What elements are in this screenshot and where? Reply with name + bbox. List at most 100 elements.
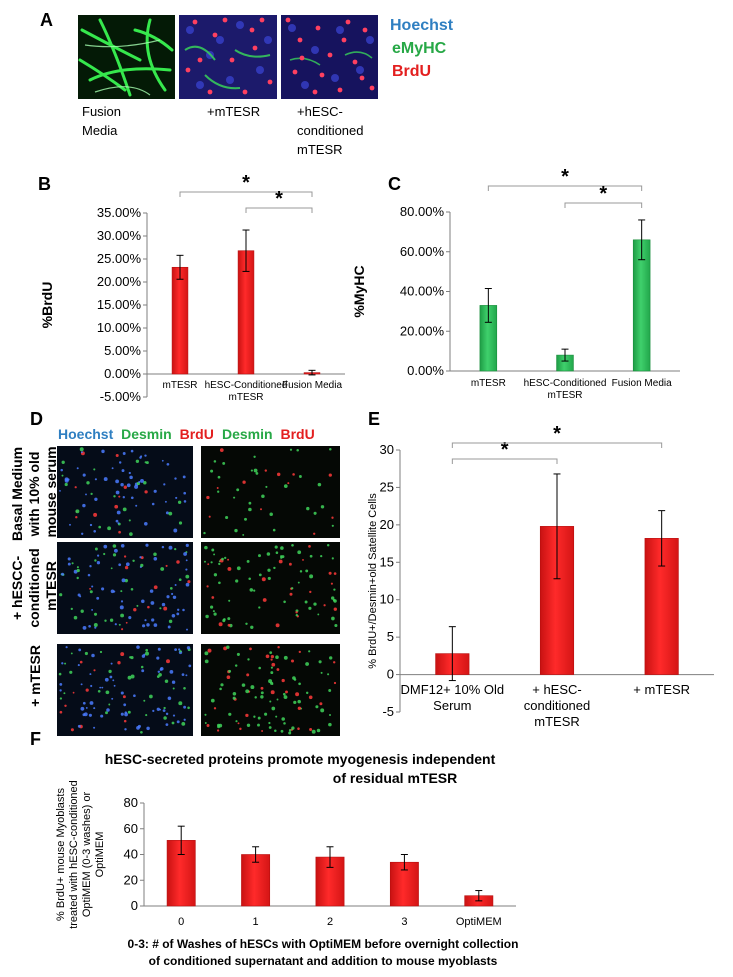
y-tick-label: 20.00% [97, 274, 142, 289]
chart-c: 0.00% 20.00% 40.00% 60.00% 80.00% mTESR hESC-C… [351, 166, 680, 401]
significance-bracket: * [451, 439, 558, 464]
chart-b: -5.00% 0.00% 5.00% 10.00% 15.00% 20.00% 25.00%… [39, 172, 345, 404]
y-tick-label: 20 [380, 517, 394, 532]
category-label: + hESC-conditioned mTESR [524, 682, 591, 729]
chart-f-title: hESC-secreted proteins promote myogenesi… [105, 751, 496, 786]
y-tick-label: 80 [124, 795, 138, 810]
error-bar [553, 473, 561, 580]
row-label-hescc: + hESCC- conditioned mTESR [9, 544, 59, 627]
error-bar [308, 369, 316, 376]
significance-bracket: * [245, 188, 313, 213]
category-label: hESC-Conditioned mTESR [205, 380, 288, 403]
y-tick-label: 10.00% [97, 320, 142, 335]
panel-b-label: B [38, 174, 51, 194]
caption-mtesr: +mTESR [207, 104, 260, 119]
header-hoechst: Hoechst [58, 426, 114, 442]
y-tick-label: 5 [387, 629, 394, 644]
micrograph-d-4 [57, 644, 193, 736]
error-bar [242, 229, 250, 272]
header-brdu: BrdU [180, 426, 214, 442]
y-tick-label: 60 [124, 821, 138, 836]
y-tick-label: 40.00% [400, 284, 445, 299]
y-tick-label: 30 [380, 442, 394, 457]
significance-bracket: * [487, 166, 643, 191]
y-tick-label: 15.00% [97, 297, 142, 312]
significance-bracket: * [179, 172, 313, 197]
y-tick-label: 10 [380, 592, 394, 607]
category-label: Fusion Media [612, 378, 672, 389]
caption-hesc-line1: +hESC- [297, 104, 343, 119]
panel-f-label: F [30, 729, 41, 749]
micrograph-hesc-conditioned [281, 15, 378, 99]
row-label-mtesr: + mTESR [27, 645, 43, 707]
y-tick-label: 30.00% [97, 228, 142, 243]
y-tick-label: 15 [380, 554, 394, 569]
row-label-basal: Basal Medium with 10% old mouse serum [9, 443, 59, 541]
y-tick-label: -5 [382, 704, 394, 719]
micrograph-d-5 [201, 644, 340, 736]
panel-a: A [40, 10, 454, 157]
error-bar [176, 254, 184, 280]
bar [166, 840, 196, 907]
significance-bracket: * [564, 183, 643, 208]
header-brdu-right: BrdU [280, 426, 314, 442]
chart-f: hESC-secreted proteins promote myogenesi… [55, 751, 518, 968]
header-desmin-right: Desmin [222, 426, 273, 442]
y-tick-label: 5.00% [104, 343, 141, 358]
error-bar [475, 890, 483, 902]
y-tick-label: 0.00% [104, 366, 141, 381]
micrograph-mtesr [179, 15, 277, 99]
category-label: 3 [401, 916, 407, 928]
y-axis-label: %BrdU [39, 282, 55, 329]
error-bar [400, 854, 408, 871]
micrograph-d-3 [201, 542, 340, 634]
category-label: mTESR [471, 378, 506, 389]
micrograph-d-0 [57, 446, 193, 538]
category-label: mTESR [163, 380, 198, 391]
category-label: hESC-Conditioned mTESR [524, 378, 607, 401]
panel-e-label: E [368, 409, 380, 429]
caption-hesc-line3: mTESR [297, 142, 343, 157]
significance-star: * [561, 166, 569, 188]
significance-star: * [501, 439, 509, 461]
y-axis-label: % BrdU+/Desmin+old Satellite Cells [367, 493, 379, 669]
panel-a-label: A [40, 10, 53, 30]
y-tick-label: 20.00% [400, 323, 445, 338]
bar [241, 854, 271, 907]
significance-bracket: * [451, 423, 663, 448]
category-label: DMF12+ 10% Old Serum [400, 682, 504, 713]
error-bar [448, 626, 456, 682]
error-bar [326, 846, 334, 868]
significance-star: * [275, 188, 283, 210]
bar [171, 266, 189, 375]
category-label: 1 [253, 916, 259, 928]
y-tick-label: 40 [124, 847, 138, 862]
micrograph-d-1 [201, 446, 340, 538]
error-bar [177, 825, 185, 855]
header-desmin: Desmin [121, 426, 172, 442]
category-label: OptiMEM [456, 916, 502, 928]
panel-d: D Hoechst Desmin BrdU Desmin BrdU Basal … [9, 409, 340, 736]
panel-d-header-right: Desmin BrdU [222, 426, 315, 442]
panel-c-label: C [388, 174, 401, 194]
y-tick-label: -5.00% [100, 389, 142, 404]
y-axis-label: % BrdU+ mouse Myoblaststreated with hESC… [55, 780, 106, 929]
legend-emyhc: eMyHC [392, 40, 447, 57]
error-bar [658, 510, 666, 567]
legend-hoechst: Hoechst [390, 17, 454, 34]
y-tick-label: 25.00% [97, 251, 142, 266]
y-tick-label: 20 [124, 872, 138, 887]
category-label: + mTESR [633, 682, 690, 697]
micrograph-d-2 [57, 542, 193, 634]
error-bar [252, 846, 260, 863]
significance-star: * [599, 183, 607, 205]
caption-fusion-line2: Media [82, 123, 118, 138]
chart-e: -5 0 5 10 15 20 25 30 DMF12+ 10% Old Serum + hESC-… [367, 423, 714, 729]
category-label: Fusion Media [282, 380, 342, 391]
panel-d-label: D [30, 409, 43, 429]
caption-fusion-line1: Fusion [82, 104, 121, 119]
significance-star: * [242, 172, 250, 194]
y-tick-label: 80.00% [400, 204, 445, 219]
y-axis-label: %MyHC [351, 265, 367, 317]
caption-hesc-line2: conditioned [297, 123, 364, 138]
